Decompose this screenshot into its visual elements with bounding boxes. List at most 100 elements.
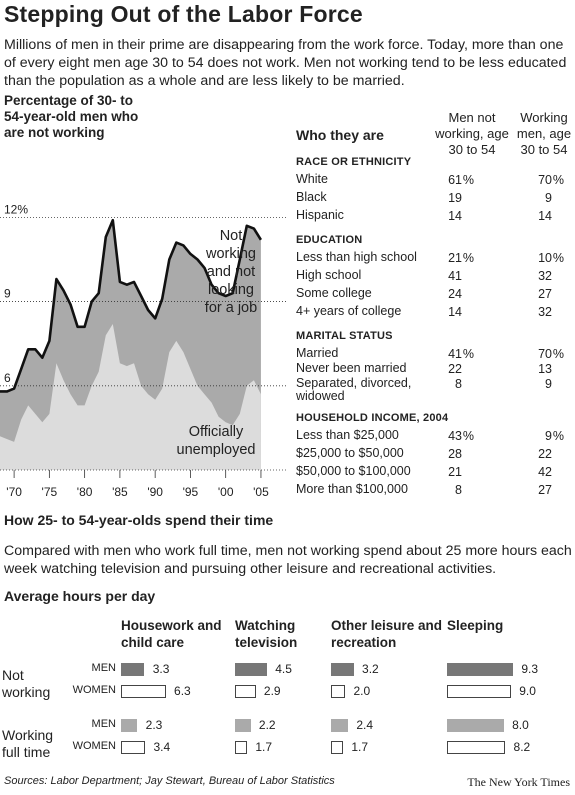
hours-bar-value: 8.0 bbox=[512, 718, 529, 732]
total-not-working-line bbox=[0, 218, 263, 393]
table-row-label-text: 4+ years of college bbox=[296, 304, 402, 318]
hours-group-label-text: working bbox=[2, 684, 51, 700]
hours-chart-title: Average hours per day bbox=[4, 588, 156, 604]
table-row-label: Black bbox=[296, 191, 327, 204]
table-cell-not-working-value: 43 bbox=[448, 429, 462, 443]
hours-group-label: Working full time bbox=[2, 727, 53, 761]
hours-series-label: MEN bbox=[91, 662, 116, 674]
table-section-heading: MARITAL STATUS bbox=[296, 330, 393, 342]
table-row-label: High school bbox=[296, 269, 361, 282]
table-cell-working: 42 bbox=[508, 465, 564, 479]
hours-bar bbox=[121, 741, 146, 754]
hours-bar bbox=[121, 719, 138, 732]
x-tick-label: '95 bbox=[183, 485, 199, 499]
table-cell-not-working: 8 bbox=[418, 483, 474, 497]
table-section-heading: HOUSEHOLD INCOME, 2004 bbox=[296, 412, 449, 424]
table-row-label: Separated, divorced, widowed bbox=[296, 377, 411, 403]
table-cell-not-working-value: 22 bbox=[448, 362, 462, 376]
table-cell-working: 32 bbox=[508, 269, 564, 283]
table-cell-working: 32 bbox=[508, 305, 564, 319]
area-chart-title: Percentage of 30- to 54-year-old men who… bbox=[4, 93, 144, 141]
hours-bar bbox=[447, 663, 513, 676]
hours-category-heading: Other leisure and recreation bbox=[331, 618, 443, 650]
hours-bar-value: 2.4 bbox=[356, 718, 374, 732]
table-cell-not-working-percent-sign: % bbox=[462, 251, 474, 265]
table-cell-working-value: 10 bbox=[538, 251, 552, 265]
table-cell-working-percent-sign: % bbox=[552, 173, 564, 187]
hours-bar bbox=[331, 685, 346, 698]
table-cell-not-working: 21 bbox=[418, 465, 474, 479]
not-working-area-label: Not bbox=[220, 228, 243, 244]
hours-bar bbox=[331, 741, 344, 754]
table-cell-not-working: 41 bbox=[418, 269, 474, 283]
time-section-description: Compared with men who work full time, me… bbox=[4, 543, 572, 577]
hours-bar-value: 1.7 bbox=[351, 740, 369, 754]
table-cell-not-working-value: 8 bbox=[455, 377, 462, 391]
not-working-area-label: for a job bbox=[205, 300, 257, 316]
table-cell-working: 70% bbox=[508, 173, 564, 187]
hours-bar-value: 3.4 bbox=[153, 740, 171, 754]
table-cell-not-working: 14 bbox=[418, 209, 474, 223]
not-working-area-label: and not bbox=[207, 264, 255, 280]
table-cell-not-working-value: 19 bbox=[448, 191, 462, 205]
table-cell-working: 27 bbox=[508, 483, 564, 497]
table-cell-working: 10% bbox=[508, 251, 564, 265]
hours-bar bbox=[331, 719, 348, 732]
table-row-label-text: Black bbox=[296, 190, 327, 204]
unemployed-area-label: unemployed bbox=[177, 442, 256, 458]
table-row-label-text: High school bbox=[296, 268, 362, 282]
table-cell-working-value: 9 bbox=[545, 191, 552, 205]
table-cell-not-working: 43% bbox=[418, 429, 474, 443]
hours-bar bbox=[121, 663, 145, 676]
table-row-label: Hispanic bbox=[296, 209, 344, 222]
table-cell-working: 9 bbox=[508, 191, 564, 205]
table-cell-working-value: 32 bbox=[538, 269, 552, 283]
table-cell-not-working: 21% bbox=[418, 251, 474, 265]
table-cell-working-value: 70 bbox=[538, 347, 552, 361]
hours-bar-value: 2.0 bbox=[353, 684, 371, 698]
table-cell-working-value: 27 bbox=[538, 483, 552, 497]
table-row-label-text: More than $100,000 bbox=[296, 482, 408, 496]
table-cell-not-working: 14 bbox=[418, 305, 474, 319]
hours-bar bbox=[121, 685, 166, 698]
table-cell-not-working-percent-sign: % bbox=[462, 347, 474, 361]
table-row-label: $50,000 to $100,000 bbox=[296, 465, 411, 478]
hours-category-heading: Watching television bbox=[235, 618, 298, 650]
area-chart-title-text: Percentage of 30- to 54-year-old men who… bbox=[4, 93, 139, 140]
table-cell-working: 13 bbox=[508, 362, 564, 376]
hours-series-label: WOMEN bbox=[72, 684, 116, 696]
table-row-label-text: $50,000 to $100,000 bbox=[296, 464, 411, 478]
table-row-label-text: $25,000 to $50,000 bbox=[296, 446, 404, 460]
table-cell-working: 14 bbox=[508, 209, 564, 223]
unemployed-area-label: Officially bbox=[189, 424, 244, 440]
hours-bar bbox=[447, 741, 506, 754]
table-row-label-text: Some college bbox=[296, 286, 372, 300]
hours-bar-value: 2.2 bbox=[258, 718, 276, 732]
hours-bar-value: 6.3 bbox=[174, 684, 191, 698]
y-tick-label: 6 bbox=[4, 371, 11, 385]
hours-bar-value: 2.9 bbox=[263, 684, 281, 698]
table-cell-working-value: 70 bbox=[538, 173, 552, 187]
table-cell-not-working-value: 41 bbox=[448, 269, 462, 283]
table-cell-working-percent-sign: % bbox=[552, 429, 564, 443]
table-row-label: Less than $25,000 bbox=[296, 429, 399, 442]
table-row-label-text: White bbox=[296, 172, 328, 186]
x-tick-label: '00 bbox=[218, 485, 234, 499]
hours-bar-value: 9.0 bbox=[519, 684, 536, 698]
table-cell-not-working: 22 bbox=[418, 362, 474, 376]
table-cell-not-working-value: 61 bbox=[448, 173, 462, 187]
table-cell-not-working-value: 24 bbox=[448, 287, 462, 301]
column-header-not-working-text: Men not working, age 30 to 54 bbox=[435, 110, 509, 157]
hours-group-label-text: Working bbox=[2, 727, 54, 743]
hours-category-heading: Housework and child care bbox=[121, 618, 222, 650]
hours-category-heading: Sleeping bbox=[447, 618, 504, 633]
hours-series-label: MEN bbox=[91, 718, 116, 730]
hours-bar bbox=[235, 741, 248, 754]
x-tick-label: '70 bbox=[6, 485, 22, 499]
table-cell-not-working-percent-sign: % bbox=[462, 429, 474, 443]
y-tick-label: 12% bbox=[4, 202, 28, 216]
column-header-not-working: Men not working, age 30 to 54 bbox=[432, 110, 512, 158]
table-row-label-text: Less than high school bbox=[296, 250, 417, 264]
table-row-label: Married bbox=[296, 347, 338, 360]
graphic-title: Stepping Out of the Labor Force bbox=[4, 1, 363, 27]
